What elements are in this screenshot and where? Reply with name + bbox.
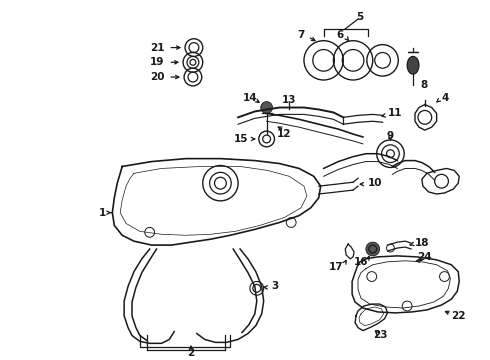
Text: 14: 14 xyxy=(243,93,257,103)
Text: 13: 13 xyxy=(282,95,296,105)
Text: 23: 23 xyxy=(373,330,388,341)
Text: 8: 8 xyxy=(420,80,427,90)
Text: 4: 4 xyxy=(441,93,449,103)
Text: 2: 2 xyxy=(187,348,195,358)
Text: 24: 24 xyxy=(417,252,432,262)
Text: 5: 5 xyxy=(356,12,364,22)
Text: 12: 12 xyxy=(277,129,292,139)
Circle shape xyxy=(366,242,380,256)
Text: 11: 11 xyxy=(388,108,402,118)
Circle shape xyxy=(261,102,272,113)
Text: 3: 3 xyxy=(271,282,279,291)
Text: 21: 21 xyxy=(150,42,165,53)
Text: 1: 1 xyxy=(99,208,106,218)
Text: 16: 16 xyxy=(353,257,368,267)
Ellipse shape xyxy=(407,57,419,74)
Text: 15: 15 xyxy=(233,134,248,144)
Text: 6: 6 xyxy=(337,30,344,40)
Text: 7: 7 xyxy=(297,30,305,40)
Text: 18: 18 xyxy=(415,238,430,248)
Text: 22: 22 xyxy=(451,311,466,321)
Text: 10: 10 xyxy=(368,178,382,188)
Text: 9: 9 xyxy=(387,131,394,141)
Text: 19: 19 xyxy=(150,57,165,67)
Text: 20: 20 xyxy=(150,72,165,82)
Text: 17: 17 xyxy=(329,262,343,272)
